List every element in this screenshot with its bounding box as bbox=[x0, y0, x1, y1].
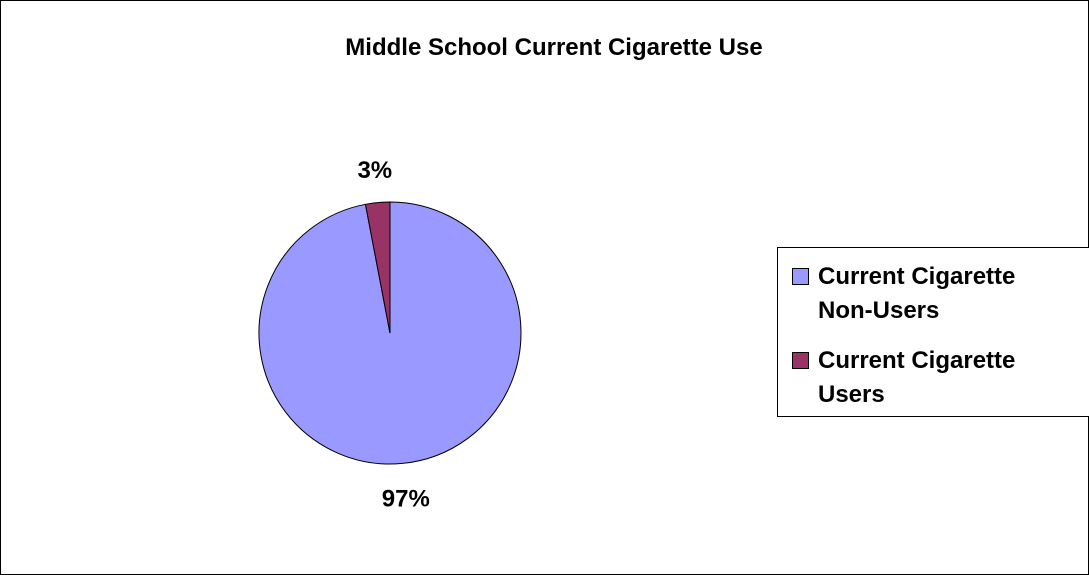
legend-label-users-line1: Current Cigarette bbox=[818, 347, 1016, 374]
legend: Current Cigarette Non-Users Current Ciga… bbox=[777, 247, 1089, 417]
chart-title: Middle School Current Cigarette Use bbox=[345, 34, 763, 61]
pie-slice-users bbox=[364, 201, 391, 334]
legend-label-non-users-line1: Current Cigarette bbox=[818, 263, 1016, 290]
legend-label-non-users-line2: Non-Users bbox=[818, 297, 940, 324]
legend-swatch-non-users bbox=[792, 268, 809, 285]
legend-swatch-users bbox=[792, 352, 809, 369]
data-label-non-users: 97% bbox=[382, 486, 430, 513]
legend-label-users: Current Cigarette Users bbox=[818, 344, 1088, 412]
legend-label-non-users: Current Cigarette Non-Users bbox=[818, 260, 1088, 328]
data-label-users: 3% bbox=[357, 157, 392, 184]
legend-label-users-line2: Users bbox=[818, 381, 885, 408]
